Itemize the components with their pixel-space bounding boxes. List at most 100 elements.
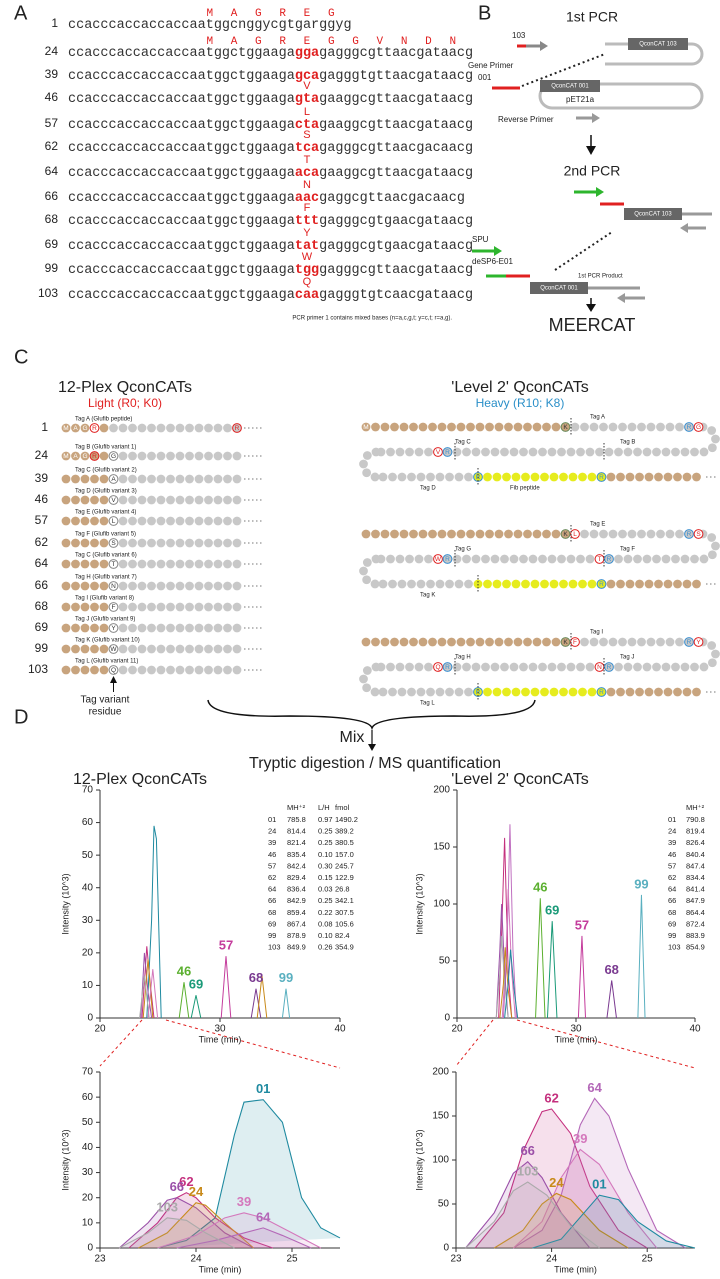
bead bbox=[633, 662, 642, 672]
bead bbox=[532, 529, 542, 539]
bead bbox=[466, 637, 475, 647]
bead bbox=[485, 637, 494, 647]
bead-turn bbox=[359, 447, 381, 482]
y-tick-label: 200 bbox=[433, 785, 450, 796]
bead bbox=[599, 422, 608, 432]
bead bbox=[166, 423, 175, 433]
bead bbox=[71, 516, 80, 526]
table-cell: 68 bbox=[668, 908, 676, 917]
chromatogram-line bbox=[577, 935, 587, 1019]
bead bbox=[407, 687, 416, 697]
table-cell: 68 bbox=[268, 908, 276, 917]
bead bbox=[557, 447, 566, 457]
sequence-prefix: ccacccaccaccaccaatggctggaaga bbox=[68, 288, 295, 303]
bead bbox=[61, 495, 71, 505]
sequence: ccacccaccaccaccaatggctggaagatatgagggcgtg… bbox=[68, 239, 473, 254]
bead bbox=[557, 662, 566, 672]
pcr-diagram: 1st PCR 103 QconCAT 103 Gene Primer 001 … bbox=[468, 9, 712, 335]
panel-label: C bbox=[14, 346, 28, 368]
bead bbox=[673, 472, 682, 482]
chromatogram-line bbox=[220, 956, 232, 1019]
bead bbox=[166, 581, 175, 591]
bead bbox=[542, 529, 551, 539]
bead bbox=[442, 662, 453, 672]
bead bbox=[156, 538, 166, 548]
bead bbox=[371, 637, 380, 647]
bead bbox=[521, 472, 530, 482]
bead bbox=[680, 662, 690, 672]
bead bbox=[532, 637, 542, 647]
bead bbox=[490, 662, 500, 672]
bead bbox=[483, 579, 492, 589]
bead bbox=[656, 422, 665, 432]
bead bbox=[166, 495, 175, 505]
table-cell: 0.22 bbox=[318, 908, 333, 917]
bead bbox=[690, 447, 699, 457]
residue-label: S bbox=[111, 540, 116, 547]
table-cell: 66 bbox=[668, 896, 676, 905]
bead bbox=[464, 472, 473, 482]
residue-label: R bbox=[607, 556, 612, 563]
y-axis-label: Intensity (10^3) bbox=[414, 1129, 424, 1190]
bead bbox=[692, 687, 701, 697]
bead bbox=[166, 538, 175, 548]
bead bbox=[557, 554, 566, 564]
bead bbox=[61, 451, 71, 461]
chromatogram-line bbox=[504, 949, 519, 1019]
table-cell: 105.6 bbox=[335, 919, 354, 928]
bead bbox=[509, 554, 519, 564]
bead bbox=[147, 665, 156, 675]
sequence-codon: cta bbox=[295, 118, 319, 133]
bead bbox=[166, 623, 175, 633]
table-cell: 01 bbox=[668, 815, 676, 824]
y-tick-label: 30 bbox=[82, 915, 94, 926]
row-number: 69 bbox=[45, 237, 59, 251]
bead bbox=[232, 516, 242, 526]
bead bbox=[147, 623, 156, 633]
bead bbox=[156, 602, 166, 612]
bead bbox=[118, 559, 128, 569]
bead bbox=[118, 516, 128, 526]
bead bbox=[409, 637, 418, 647]
bead bbox=[137, 581, 147, 591]
bead bbox=[388, 472, 397, 482]
bead bbox=[407, 472, 416, 482]
table-cell: 0.03 bbox=[318, 885, 333, 894]
table-cell: 380.5 bbox=[335, 838, 354, 847]
bead bbox=[128, 559, 137, 569]
bead bbox=[118, 474, 128, 484]
primer-label: Reverse Primer bbox=[498, 115, 554, 124]
table-cell: 69 bbox=[668, 919, 676, 928]
x-tick-label: 23 bbox=[94, 1254, 106, 1265]
sequence: ccacccaccaccaccaatggctggaagaggagagggcgtt… bbox=[68, 46, 473, 61]
bead bbox=[175, 538, 185, 548]
bead bbox=[118, 451, 128, 461]
table-cell: 62 bbox=[668, 873, 676, 882]
bead bbox=[185, 602, 194, 612]
table-cell: 307.5 bbox=[335, 908, 354, 917]
residue-label: W bbox=[435, 556, 442, 563]
bead bbox=[147, 644, 156, 654]
bead bbox=[213, 644, 223, 654]
bead bbox=[61, 581, 71, 591]
bead bbox=[397, 687, 407, 697]
y-tick-label: 150 bbox=[432, 1111, 449, 1122]
zoom-connector bbox=[455, 1019, 494, 1067]
bead bbox=[175, 623, 185, 633]
bead bbox=[128, 474, 137, 484]
y-tick-label: 30 bbox=[82, 1167, 94, 1178]
gene-box bbox=[540, 80, 600, 92]
amino-acid: F bbox=[304, 202, 311, 214]
bead bbox=[390, 422, 399, 432]
bead bbox=[471, 662, 481, 672]
bead bbox=[166, 451, 175, 461]
bead bbox=[462, 447, 471, 457]
chromatogram-area bbox=[513, 1097, 686, 1249]
table-cell: 39 bbox=[668, 838, 676, 847]
residue-label: Y bbox=[111, 625, 116, 632]
bead bbox=[61, 602, 71, 612]
bead bbox=[378, 579, 388, 589]
bead bbox=[386, 662, 395, 672]
sequence: ccacccaccaccaccaatggctggaagaacagaaggcgtt… bbox=[68, 166, 473, 181]
peak-label: 46 bbox=[533, 880, 547, 895]
